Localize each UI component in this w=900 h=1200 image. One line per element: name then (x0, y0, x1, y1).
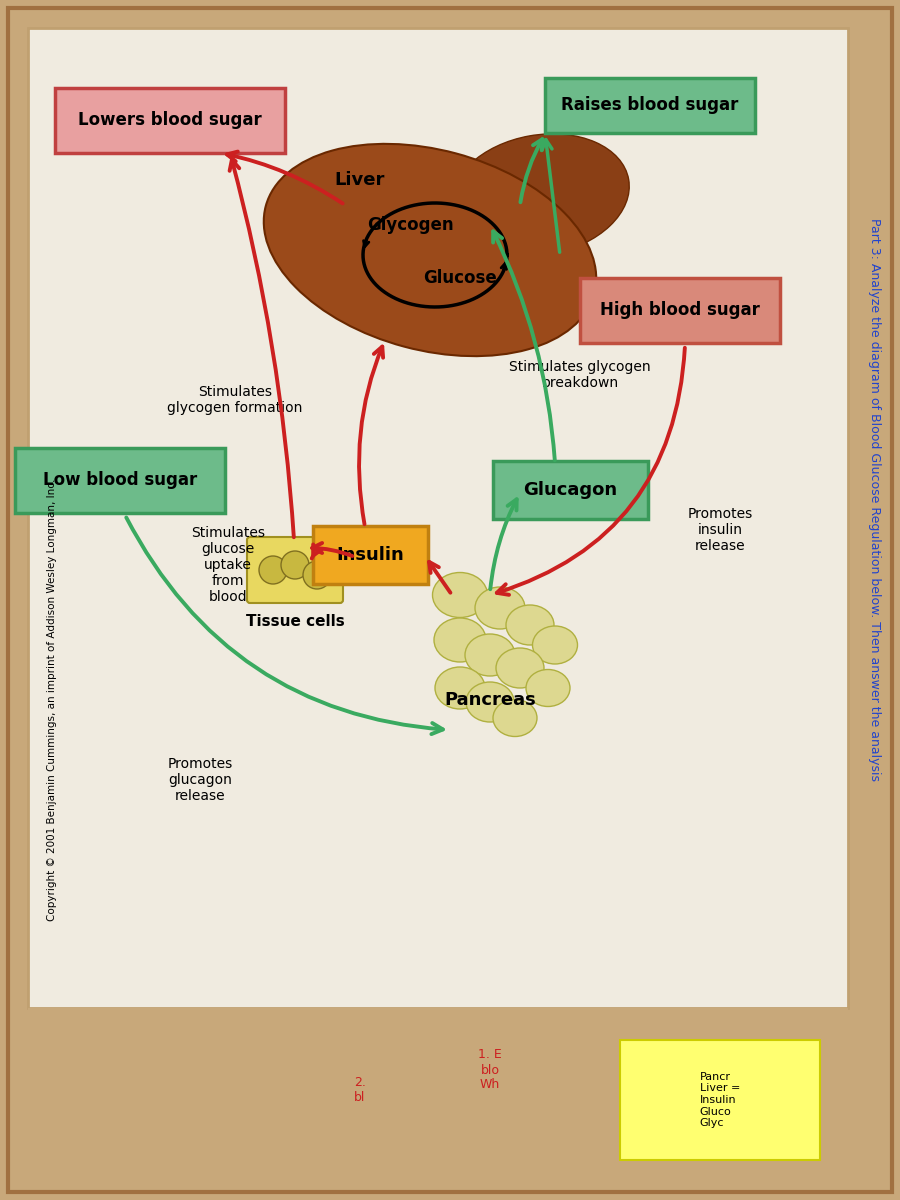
Text: High blood sugar: High blood sugar (600, 301, 760, 319)
FancyBboxPatch shape (545, 78, 755, 132)
Text: Tissue cells: Tissue cells (246, 614, 345, 630)
Text: Stimulates glycogen
breakdown: Stimulates glycogen breakdown (509, 360, 651, 390)
Circle shape (259, 556, 287, 584)
Ellipse shape (526, 670, 570, 707)
Text: Liver: Liver (335, 170, 385, 188)
FancyBboxPatch shape (312, 526, 427, 584)
Text: Pancr
Liver =
Insulin
Gluco
Glyc: Pancr Liver = Insulin Gluco Glyc (700, 1072, 740, 1128)
FancyBboxPatch shape (620, 1040, 820, 1160)
Text: Stimulates
glucose
uptake
from
blood: Stimulates glucose uptake from blood (191, 526, 265, 605)
Text: Glycogen: Glycogen (366, 216, 454, 234)
Text: 2.
bl: 2. bl (354, 1076, 366, 1104)
Text: Low blood sugar: Low blood sugar (43, 470, 197, 490)
Text: Promotes
glucagon
release: Promotes glucagon release (167, 757, 232, 803)
Text: Raises blood sugar: Raises blood sugar (562, 96, 739, 114)
FancyBboxPatch shape (28, 28, 848, 1008)
Ellipse shape (475, 587, 525, 629)
Text: Glucagon: Glucagon (523, 481, 617, 499)
Ellipse shape (264, 144, 596, 356)
Ellipse shape (506, 605, 554, 646)
Ellipse shape (533, 626, 578, 664)
Text: Copyright © 2001 Benjamin Cummings, an imprint of Addison Wesley Longman, Inc.: Copyright © 2001 Benjamin Cummings, an i… (47, 479, 57, 922)
Text: Promotes
insulin
release: Promotes insulin release (688, 506, 752, 553)
Ellipse shape (496, 648, 544, 688)
Text: Lowers blood sugar: Lowers blood sugar (78, 110, 262, 128)
FancyBboxPatch shape (580, 277, 780, 342)
Text: Glucose: Glucose (423, 269, 497, 287)
FancyBboxPatch shape (15, 448, 225, 512)
FancyBboxPatch shape (55, 88, 285, 152)
Text: Pancreas: Pancreas (444, 691, 536, 709)
Ellipse shape (451, 134, 629, 256)
Ellipse shape (466, 682, 514, 722)
Ellipse shape (465, 634, 515, 676)
Text: Stimulates
glycogen formation: Stimulates glycogen formation (167, 385, 302, 415)
Text: 1. E
blo
Wh: 1. E blo Wh (478, 1049, 502, 1092)
FancyBboxPatch shape (247, 538, 343, 602)
Text: Insulin: Insulin (336, 546, 404, 564)
Ellipse shape (435, 667, 485, 709)
Ellipse shape (493, 700, 537, 737)
Text: Part 3: Analyze the diagram of Blood Glucose Regulation below. Then answer the a: Part 3: Analyze the diagram of Blood Glu… (868, 218, 881, 781)
FancyBboxPatch shape (28, 1008, 848, 1183)
FancyBboxPatch shape (492, 461, 647, 518)
Ellipse shape (434, 618, 486, 662)
FancyBboxPatch shape (8, 8, 892, 1192)
Circle shape (303, 560, 331, 589)
Ellipse shape (433, 572, 488, 618)
Circle shape (281, 551, 309, 578)
